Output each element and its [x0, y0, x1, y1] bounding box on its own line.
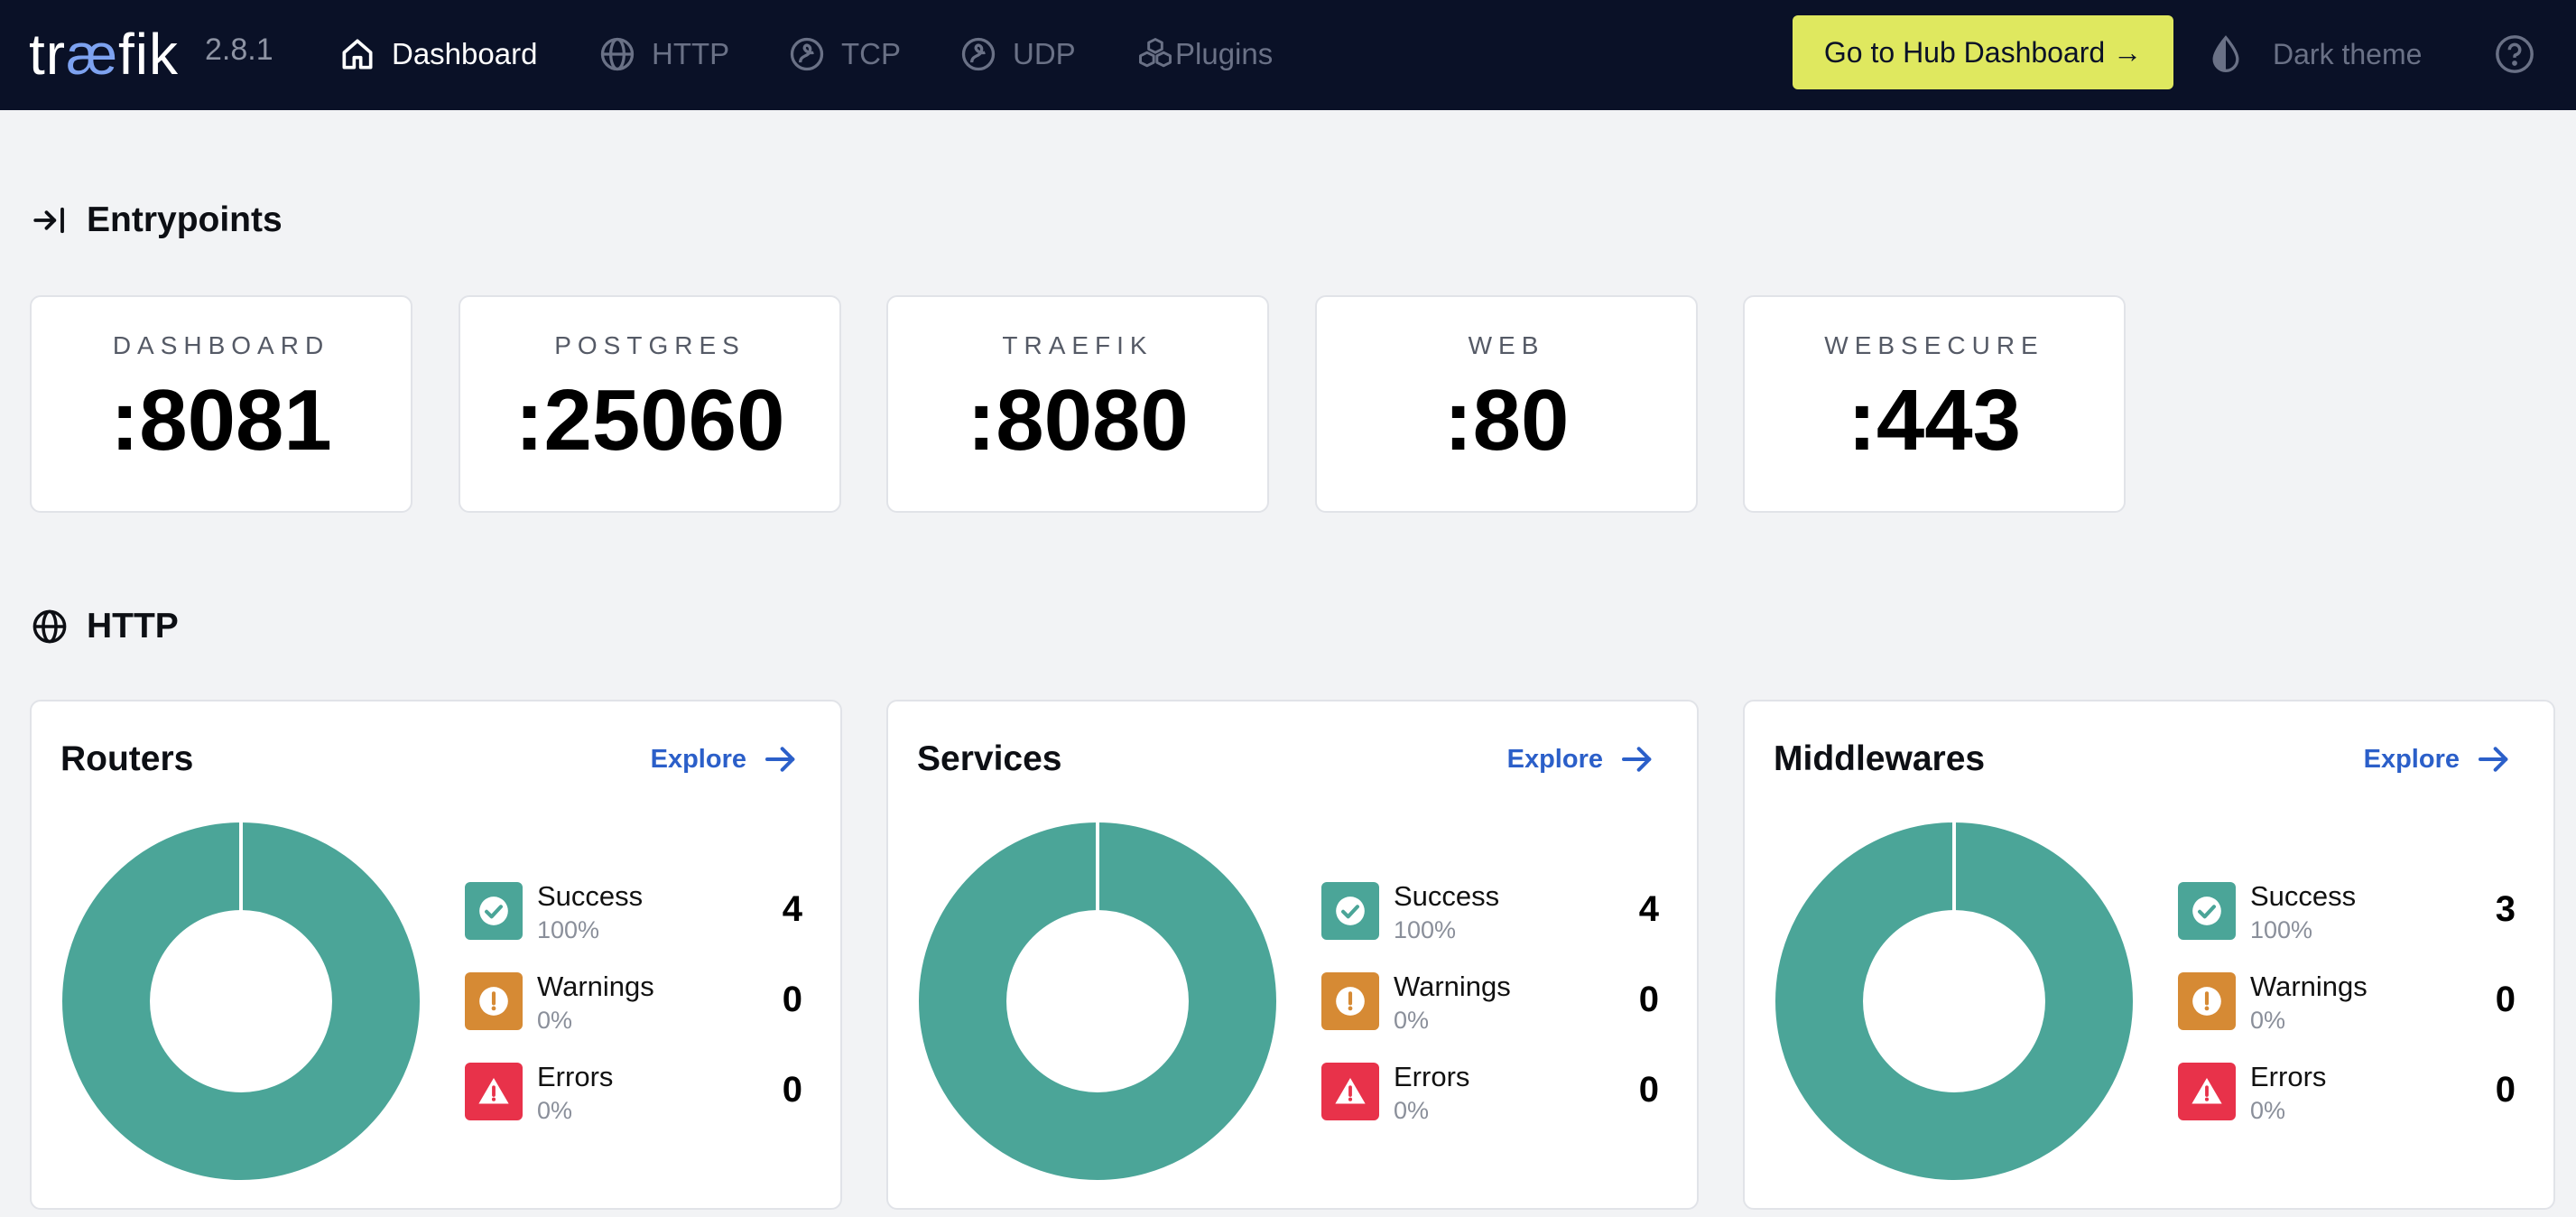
udp-icon [961, 37, 996, 71]
globe-icon [600, 37, 635, 71]
entrypoint-card-dashboard: DASHBOARD :8081 [30, 295, 412, 513]
nav-item-http[interactable]: HTTP [598, 27, 729, 81]
errors-count: 0 [1638, 1070, 1659, 1110]
entrypoint-card-websecure: WEBSECURE :443 [1743, 295, 2126, 513]
http-heading: HTTP [31, 607, 179, 646]
entrypoint-card-postgres: POSTGRES :25060 [459, 295, 841, 513]
card-title: Services [917, 739, 1062, 778]
legend-success: Success 100% 4 [465, 878, 808, 943]
legend-warnings: Warnings 0% 0 [2178, 969, 2521, 1034]
warning-badge [1321, 972, 1379, 1030]
arrow-right-icon [1622, 747, 1652, 772]
entrypoint-port: :8080 [967, 372, 1189, 469]
entrypoint-card-web: WEB :80 [1315, 295, 1698, 513]
entrypoint-name: POSTGRES [554, 331, 746, 359]
warnings-count: 0 [2495, 980, 2516, 1019]
explore-routers-link[interactable]: Explore [651, 741, 799, 777]
home-icon [342, 39, 373, 70]
middlewares-donut-chart [1775, 822, 2133, 1180]
success-badge [465, 882, 523, 940]
legend-errors: Errors 0% 0 [465, 1059, 808, 1124]
exclamation-circle-icon [479, 987, 508, 1016]
nav-item-tcp[interactable]: TCP [787, 27, 901, 81]
error-badge [465, 1063, 523, 1120]
success-badge [1321, 882, 1379, 940]
arrow-right-icon [765, 747, 795, 772]
arrow-right-icon [2479, 747, 2508, 772]
legend-errors: Errors 0% 0 [2178, 1059, 2521, 1124]
card-title: Middlewares [1774, 739, 1986, 778]
nav-item-plugins[interactable]: Plugins [1135, 27, 1273, 81]
error-badge [2178, 1063, 2236, 1120]
middlewares-card: Middlewares Explore Success 100% 3 Warni… [1743, 700, 2555, 1210]
success-count: 4 [1638, 889, 1659, 929]
check-circle-icon [2192, 896, 2221, 925]
traefik-logo[interactable]: træfik [29, 22, 179, 87]
entrypoint-port: :443 [1847, 372, 2022, 469]
routers-card: Routers Explore Success 100% 4 Warnings … [30, 700, 842, 1210]
warnings-count: 0 [1638, 980, 1659, 1019]
entrypoint-port: :25060 [514, 372, 785, 469]
drop-icon [2212, 35, 2239, 72]
warning-badge [465, 972, 523, 1030]
version-label: 2.8.1 [205, 33, 273, 67]
dark-theme-toggle[interactable]: Dark theme [2208, 27, 2422, 81]
explore-middlewares-link[interactable]: Explore [2364, 741, 2512, 777]
legend-success: Success 100% 4 [1321, 878, 1664, 943]
routers-donut-chart [62, 822, 420, 1180]
services-donut-chart [919, 822, 1276, 1180]
success-count: 4 [782, 889, 802, 929]
plugins-icon [1139, 38, 1172, 68]
errors-count: 0 [782, 1070, 802, 1110]
warning-triangle-icon [2191, 1077, 2222, 1104]
success-count: 3 [2495, 889, 2516, 929]
warning-triangle-icon [1335, 1077, 1366, 1104]
legend-warnings: Warnings 0% 0 [465, 969, 808, 1034]
legend-warnings: Warnings 0% 0 [1321, 969, 1664, 1034]
entrypoint-name: TRAEFIK [1002, 331, 1154, 359]
exclamation-circle-icon [2192, 987, 2221, 1016]
nav-item-udp[interactable]: UDP [959, 27, 1076, 81]
tcp-icon [790, 37, 824, 71]
error-badge [1321, 1063, 1379, 1120]
legend-success: Success 100% 3 [2178, 878, 2521, 943]
check-circle-icon [479, 896, 508, 925]
entrypoints-heading: Entrypoints [31, 200, 283, 240]
enter-icon [33, 207, 64, 234]
legend-errors: Errors 0% 0 [1321, 1059, 1664, 1124]
help-button[interactable] [2488, 27, 2542, 81]
entrypoint-port: :8081 [110, 372, 332, 469]
exclamation-circle-icon [1336, 987, 1365, 1016]
warnings-count: 0 [782, 980, 802, 1019]
check-circle-icon [1336, 896, 1365, 925]
errors-count: 0 [2495, 1070, 2516, 1110]
help-icon [2496, 35, 2534, 73]
entrypoint-name: WEBSECURE [1824, 331, 2044, 359]
warning-badge [2178, 972, 2236, 1030]
entrypoint-card-traefik: TRAEFIK :8080 [886, 295, 1269, 513]
hub-dashboard-button[interactable]: Go to Hub Dashboard → [1793, 15, 2173, 89]
top-nav: træfik 2.8.1 Dashboard HTTP TCP UDP Plug… [0, 0, 2576, 110]
success-badge [2178, 882, 2236, 940]
warning-triangle-icon [478, 1077, 509, 1104]
card-title: Routers [60, 739, 194, 778]
explore-services-link[interactable]: Explore [1507, 741, 1655, 777]
globe-icon [32, 609, 67, 644]
nav-item-dashboard[interactable]: Dashboard [338, 27, 537, 81]
entrypoint-port: :80 [1443, 372, 1570, 469]
entrypoint-name: WEB [1468, 331, 1545, 359]
entrypoint-name: DASHBOARD [112, 331, 330, 359]
services-card: Services Explore Success 100% 4 Warnings… [886, 700, 1699, 1210]
